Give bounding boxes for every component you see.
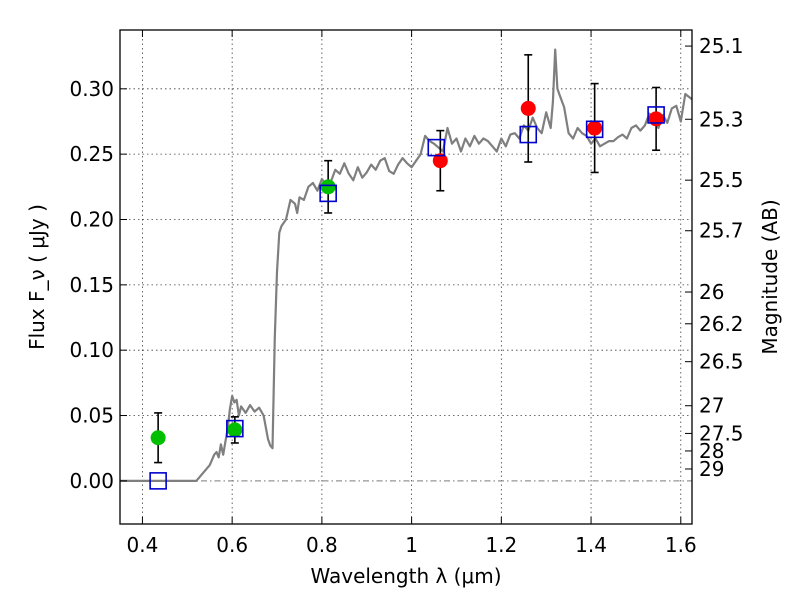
model-point-square [319,184,337,203]
y-tick-label: 0.30 [69,77,114,101]
y-tick-label: 0.05 [69,404,114,428]
plot-content [120,48,692,490]
plot-frame [119,29,693,525]
x-tick-label: 1.6 [665,533,697,557]
y-tick-label: 0.15 [69,273,114,297]
y-tick-label: 0.10 [69,338,114,362]
plot-area [120,30,692,524]
x-tick-label: 1.4 [575,533,607,557]
x-tick-label: 1 [405,533,418,557]
x-tick-label: 1.2 [485,533,517,557]
mag-tick-label: 25.7 [699,219,744,243]
mag-tick-label: 27.5 [699,421,744,445]
mag-tick-label: 26.5 [699,350,744,374]
data-point-circle [520,100,536,116]
data-point-circle [432,153,448,169]
y-axis-label: Flux F_ν ( μJy ) [25,204,49,350]
data-point-circle [227,422,243,438]
axis-ticks: 0.4 0.6 0.8 1 1.2 1.4 1.6 0.00 0.05 0.10 0.15 0.20 0… [69,30,744,557]
y2-axis-label: Magnitude (AB) [758,199,782,354]
x-tick-label: 0.4 [127,533,159,557]
y-tick-label: 0.00 [69,469,114,493]
model-point-square [519,125,538,144]
mag-tick-label: 26.2 [699,312,744,336]
mag-tick-label: 29 [699,457,724,481]
model-point-square [585,120,604,139]
data-point-circle [648,111,664,127]
mag-tick-label: 28 [699,439,724,463]
y-tick-label: 0.25 [69,142,114,166]
model-point-square [427,138,446,157]
model-point-square [647,106,665,124]
data-point-circle [320,179,336,195]
model-spectrum-line [120,48,692,482]
mag-tick-label: 25.3 [699,107,744,131]
model-point-square [226,419,244,438]
mag-tick-label: 27 [699,394,724,418]
x-tick-label: 0.8 [306,533,338,557]
model-point-square [149,472,167,490]
mag-tick-label: 25.1 [699,34,744,58]
x-tick-label: 0.6 [216,533,248,557]
mag-tick-label: 26 [699,280,724,304]
y-tick-label: 0.20 [69,207,114,231]
data-point-circle [587,120,603,136]
data-point-circle [150,430,166,446]
mag-tick-label: 25.5 [699,168,744,192]
x-axis-label: Wavelength λ (μm) [310,564,501,588]
